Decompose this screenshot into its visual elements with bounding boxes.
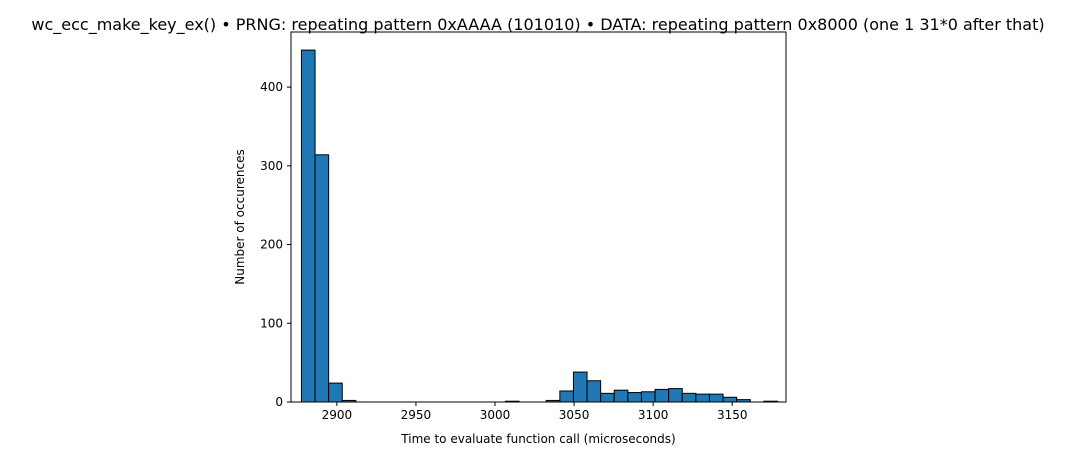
y-tick-label: 0 [275,395,283,409]
histogram-bar-26 [654,388,670,403]
x-tick-label: 3050 [559,408,590,422]
histogram-bar-0 [300,49,316,403]
y-tick-label: 200 [260,238,283,252]
x-axis-label: Time to evaluate function call (microsec… [400,432,675,446]
histogram-bar-28 [681,392,697,403]
x-tick-label: 3000 [480,408,511,422]
histogram-bar-24 [627,392,642,403]
y-axis-ticks: 0 100 200 300 400 [260,80,291,409]
y-tick-label: 300 [260,159,283,173]
plot-frame [290,31,787,403]
histogram-bar-30 [708,393,724,403]
histogram-bar-31 [722,396,738,403]
x-tick-label: 3150 [717,408,748,422]
histogram-bar-21 [586,380,602,403]
y-tick-label: 100 [260,316,283,330]
histogram-bar-27 [668,388,683,403]
x-axis-ticks: 2900 2950 3000 3050 3100 3150 [322,402,748,422]
bars-group [300,49,778,403]
y-axis-label: Number of occurences [233,149,247,284]
histogram-bar-23 [613,389,629,403]
histogram-bar-1 [314,154,330,403]
x-tick-label: 2950 [401,408,432,422]
histogram-bar-25 [640,391,656,403]
y-tick-label: 400 [260,80,283,94]
histogram-bar-20 [572,371,588,403]
histogram-bar-19 [559,390,574,403]
histogram-bar-22 [600,392,615,403]
histogram-bar-29 [695,393,710,403]
x-tick-label: 3100 [638,408,669,422]
chart-title: wc_ecc_make_key_ex() • PRNG: repeating p… [31,15,1044,35]
x-tick-label: 2900 [322,408,353,422]
histogram-bar-2 [328,382,343,403]
